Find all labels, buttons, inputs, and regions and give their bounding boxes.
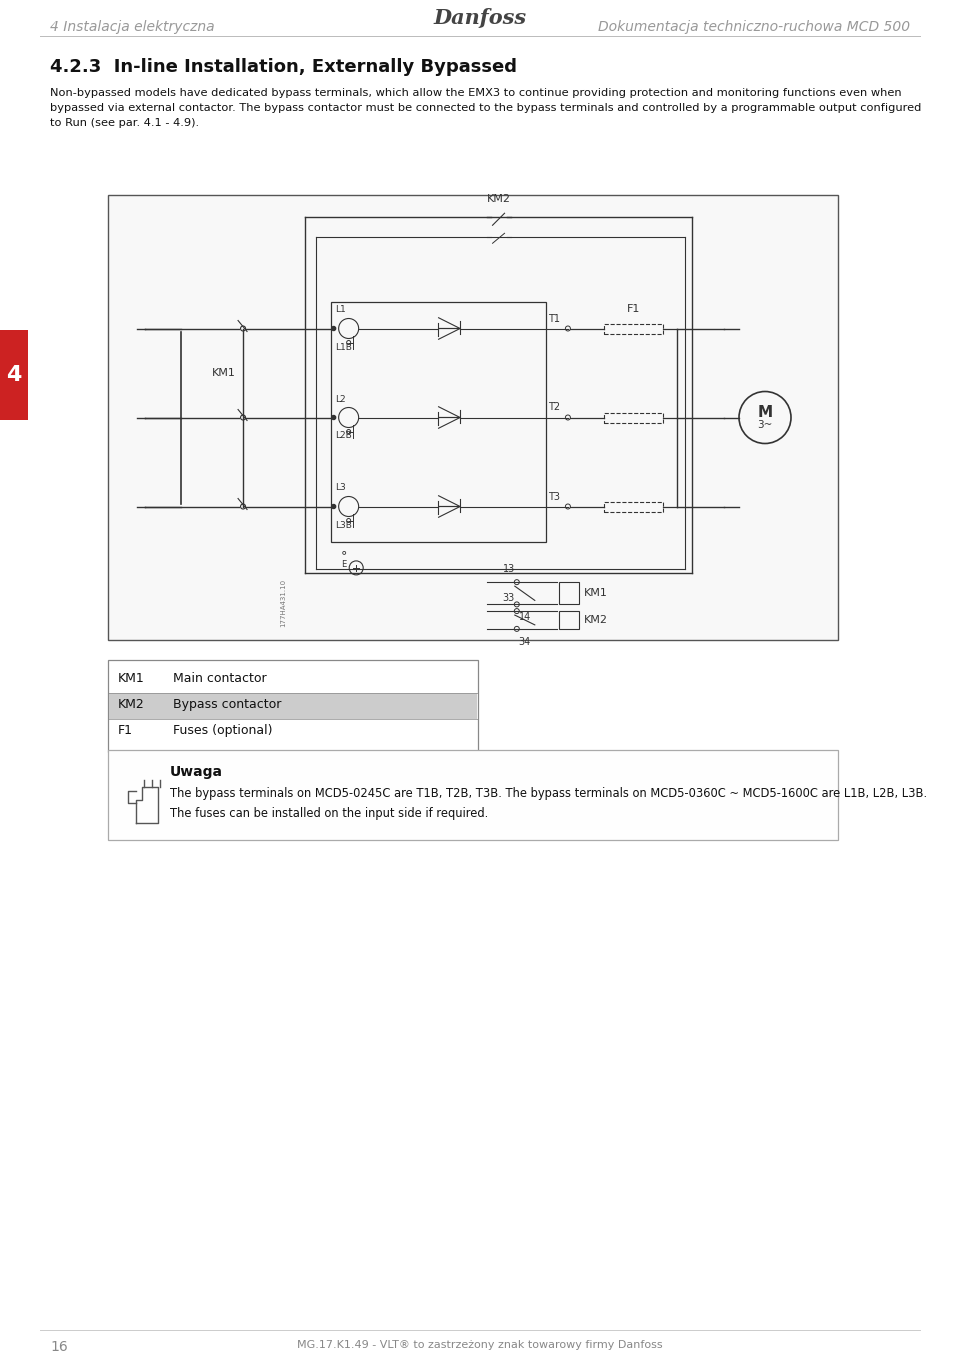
Bar [605, 502, 662, 512]
Bar [0, 330, 28, 420]
Text: 177HA431.10: 177HA431.10 [280, 578, 286, 626]
Text: L1: L1 [335, 306, 346, 315]
Text: to Run (see par. 4.1 - 4.9).: to Run (see par. 4.1 - 4.9). [50, 119, 199, 128]
Text: Uwaga: Uwaga [170, 765, 223, 779]
Text: 33: 33 [502, 593, 515, 603]
Text: L3: L3 [335, 483, 346, 492]
Text: 4.2.3  In-line Installation, Externally Bypassed: 4.2.3 In-line Installation, Externally B… [50, 59, 517, 76]
Text: 14: 14 [518, 612, 531, 622]
Text: F1: F1 [627, 304, 640, 315]
Text: Bypass contactor: Bypass contactor [173, 698, 281, 711]
Text: F1: F1 [118, 724, 133, 737]
Text: M: M [757, 405, 773, 420]
Text: T3: T3 [548, 491, 560, 502]
Circle shape [331, 416, 336, 420]
Bar [605, 323, 662, 334]
Bar [559, 582, 579, 604]
Text: KM1: KM1 [584, 588, 608, 599]
Text: T1: T1 [548, 314, 560, 323]
Text: 13: 13 [502, 565, 515, 574]
Text: Danfoss: Danfoss [433, 8, 527, 29]
Text: T2: T2 [548, 402, 560, 412]
Bar [330, 301, 546, 542]
Text: Dokumentacja techniczno-ruchowa MCD 500: Dokumentacja techniczno-ruchowa MCD 500 [598, 20, 910, 34]
Text: 3~: 3~ [757, 420, 773, 431]
Text: 16: 16 [50, 1339, 68, 1354]
Text: KM2: KM2 [118, 698, 145, 711]
Bar [108, 750, 838, 840]
Text: L2B: L2B [335, 431, 351, 441]
Bar [108, 660, 478, 752]
Circle shape [331, 326, 336, 330]
Circle shape [331, 505, 336, 509]
Text: Main contactor: Main contactor [173, 672, 267, 685]
Text: Fuses (optional): Fuses (optional) [173, 724, 273, 737]
Bar [108, 195, 838, 640]
Bar [559, 611, 579, 629]
Bar [605, 412, 662, 423]
Text: E: E [342, 559, 347, 569]
Text: The fuses can be installed on the input side if required.: The fuses can be installed on the input … [170, 807, 489, 820]
Text: KM1: KM1 [118, 672, 145, 685]
Text: The bypass terminals on MCD5-0245C are T1B, T2B, T3B. The bypass terminals on MC: The bypass terminals on MCD5-0245C are T… [170, 787, 927, 801]
Bar [109, 693, 477, 719]
Text: 4: 4 [7, 366, 22, 385]
Text: MG.17.K1.49 - VLT® to zastrzeżony znak towarowy firmy Danfoss: MG.17.K1.49 - VLT® to zastrzeżony znak t… [298, 1339, 662, 1350]
Text: 34: 34 [518, 637, 531, 647]
Text: KM1: KM1 [212, 368, 236, 378]
Text: Non-bypassed models have dedicated bypass terminals, which allow the EMX3 to con: Non-bypassed models have dedicated bypas… [50, 89, 901, 98]
Text: KM2: KM2 [584, 615, 608, 625]
Text: 4 Instalacja elektryczna: 4 Instalacja elektryczna [50, 20, 215, 34]
Text: L2: L2 [335, 394, 346, 404]
Text: L1B: L1B [335, 342, 351, 352]
Text: KM2: KM2 [487, 194, 511, 203]
Text: bypassed via external contactor. The bypass contactor must be connected to the b: bypassed via external contactor. The byp… [50, 104, 922, 113]
Text: L3B: L3B [335, 521, 351, 529]
